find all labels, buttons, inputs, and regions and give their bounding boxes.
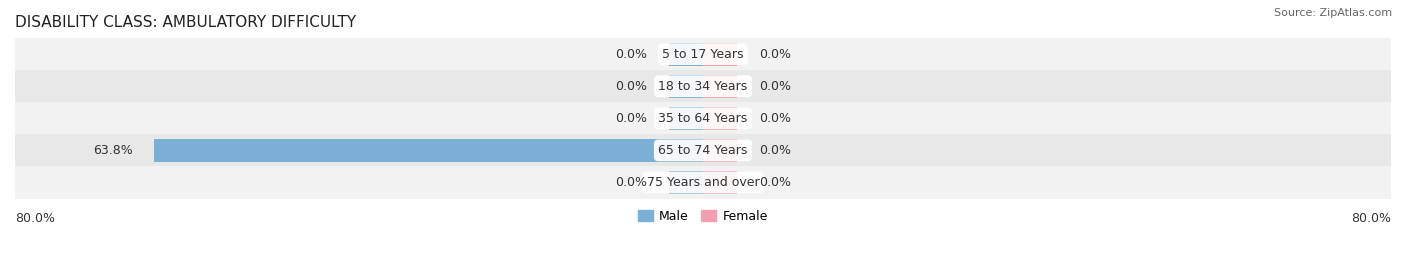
Text: 18 to 34 Years: 18 to 34 Years: [658, 80, 748, 93]
Bar: [669, 107, 703, 130]
Text: 0.0%: 0.0%: [759, 112, 792, 125]
Text: DISABILITY CLASS: AMBULATORY DIFFICULTY: DISABILITY CLASS: AMBULATORY DIFFICULTY: [15, 15, 356, 30]
Bar: [15, 102, 1391, 134]
Bar: [669, 43, 703, 66]
Text: 0.0%: 0.0%: [614, 48, 647, 61]
Bar: [15, 167, 1391, 199]
Text: 0.0%: 0.0%: [614, 112, 647, 125]
Text: 0.0%: 0.0%: [759, 80, 792, 93]
Text: 5 to 17 Years: 5 to 17 Years: [662, 48, 744, 61]
Text: 0.0%: 0.0%: [614, 176, 647, 189]
Bar: [669, 171, 703, 194]
Bar: [155, 139, 703, 162]
Bar: [703, 171, 737, 194]
Bar: [703, 107, 737, 130]
Text: 0.0%: 0.0%: [614, 80, 647, 93]
Text: 0.0%: 0.0%: [759, 176, 792, 189]
Bar: [669, 75, 703, 98]
Legend: Male, Female: Male, Female: [633, 205, 773, 228]
Text: 80.0%: 80.0%: [1351, 212, 1391, 225]
Text: 35 to 64 Years: 35 to 64 Years: [658, 112, 748, 125]
Bar: [703, 43, 737, 66]
Text: 80.0%: 80.0%: [15, 212, 55, 225]
Bar: [703, 139, 737, 162]
Text: 75 Years and over: 75 Years and over: [647, 176, 759, 189]
Text: Source: ZipAtlas.com: Source: ZipAtlas.com: [1274, 8, 1392, 18]
Bar: [15, 70, 1391, 102]
Text: 65 to 74 Years: 65 to 74 Years: [658, 144, 748, 157]
Bar: [15, 38, 1391, 70]
Bar: [703, 75, 737, 98]
Text: 0.0%: 0.0%: [759, 144, 792, 157]
Text: 63.8%: 63.8%: [93, 144, 132, 157]
Text: 0.0%: 0.0%: [759, 48, 792, 61]
Bar: [15, 134, 1391, 167]
